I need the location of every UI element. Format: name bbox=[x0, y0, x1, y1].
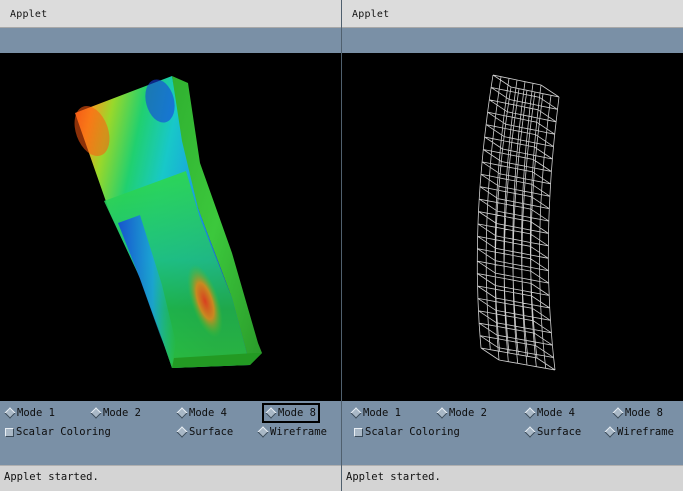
wireframe-model-graphic bbox=[476, 74, 560, 371]
radio-label: Surface bbox=[537, 426, 582, 438]
title-bar-right: Applet bbox=[342, 0, 683, 28]
radio-label: Mode 1 bbox=[17, 407, 55, 419]
window-divider bbox=[341, 0, 342, 491]
radio-surface[interactable]: Surface bbox=[176, 424, 234, 440]
radio-mode-1[interactable]: Mode 1 bbox=[4, 405, 55, 421]
radio-label: Mode 4 bbox=[189, 407, 227, 419]
radio-mode-8[interactable]: Mode 8 bbox=[262, 403, 320, 423]
radio-label: Mode 8 bbox=[625, 407, 663, 419]
diamond-radio-icon bbox=[350, 407, 362, 419]
title-bar-left: Applet bbox=[0, 0, 341, 28]
radio-mode-2[interactable]: Mode 2 bbox=[436, 405, 487, 421]
render-canvas-surface[interactable] bbox=[0, 53, 341, 401]
diamond-radio-icon bbox=[265, 407, 277, 419]
diamond-radio-icon bbox=[436, 407, 448, 419]
radio-label: Mode 4 bbox=[537, 407, 575, 419]
surface-model-graphic bbox=[74, 76, 262, 368]
checkbox-scalar-coloring[interactable]: Scalar Coloring bbox=[354, 424, 460, 440]
diamond-radio-icon bbox=[612, 407, 624, 419]
diamond-radio-icon bbox=[4, 407, 16, 419]
radio-label: Wireframe bbox=[617, 426, 674, 438]
diamond-radio-icon bbox=[604, 426, 616, 438]
window-title-right: Applet bbox=[352, 9, 390, 20]
applet-window-left: Applet bbox=[0, 0, 341, 491]
diamond-radio-icon bbox=[524, 426, 536, 438]
radio-mode-4[interactable]: Mode 4 bbox=[524, 405, 575, 421]
diamond-radio-icon bbox=[90, 407, 102, 419]
radio-wireframe[interactable]: Wireframe bbox=[257, 424, 327, 440]
checkbox-label: Scalar Coloring bbox=[16, 426, 111, 438]
diamond-radio-icon bbox=[176, 426, 188, 438]
square-checkbox-icon bbox=[5, 427, 14, 437]
radio-mode-8[interactable]: Mode 8 bbox=[612, 405, 663, 421]
top-band-left bbox=[0, 28, 341, 53]
status-text-right: Applet started. bbox=[346, 471, 441, 483]
radio-mode-4[interactable]: Mode 4 bbox=[176, 405, 227, 421]
radio-label: Mode 2 bbox=[103, 407, 141, 419]
square-checkbox-icon bbox=[354, 427, 363, 437]
wireframe-mesh bbox=[476, 74, 560, 371]
controls-panel-left: Mode 1 Mode 2 Mode 4 Mode 8 Scalar Color… bbox=[0, 401, 341, 465]
diamond-radio-icon bbox=[524, 407, 536, 419]
radio-surface[interactable]: Surface bbox=[524, 424, 582, 440]
radio-label: Surface bbox=[189, 426, 234, 438]
checkbox-label: Scalar Coloring bbox=[365, 426, 460, 438]
radio-mode-1[interactable]: Mode 1 bbox=[350, 405, 401, 421]
status-bar-right: Applet started. bbox=[342, 465, 683, 491]
radio-label: Mode 8 bbox=[278, 407, 316, 419]
applet-window-right: Applet Mode 1 Mode 2 Mode 4 Mode 8 Scala… bbox=[342, 0, 683, 491]
window-title-left: Applet bbox=[10, 9, 48, 20]
radio-label: Wireframe bbox=[270, 426, 327, 438]
controls-panel-right: Mode 1 Mode 2 Mode 4 Mode 8 Scalar Color… bbox=[342, 401, 683, 465]
radio-label: Mode 1 bbox=[363, 407, 401, 419]
render-canvas-wireframe[interactable] bbox=[342, 53, 683, 401]
radio-wireframe[interactable]: Wireframe bbox=[604, 424, 674, 440]
top-band-right bbox=[342, 28, 683, 53]
status-text-left: Applet started. bbox=[4, 471, 99, 483]
radio-mode-2[interactable]: Mode 2 bbox=[90, 405, 141, 421]
status-bar-left: Applet started. bbox=[0, 465, 341, 491]
checkbox-scalar-coloring[interactable]: Scalar Coloring bbox=[5, 424, 111, 440]
radio-label: Mode 2 bbox=[449, 407, 487, 419]
diamond-radio-icon bbox=[176, 407, 188, 419]
diamond-radio-icon bbox=[257, 426, 269, 438]
